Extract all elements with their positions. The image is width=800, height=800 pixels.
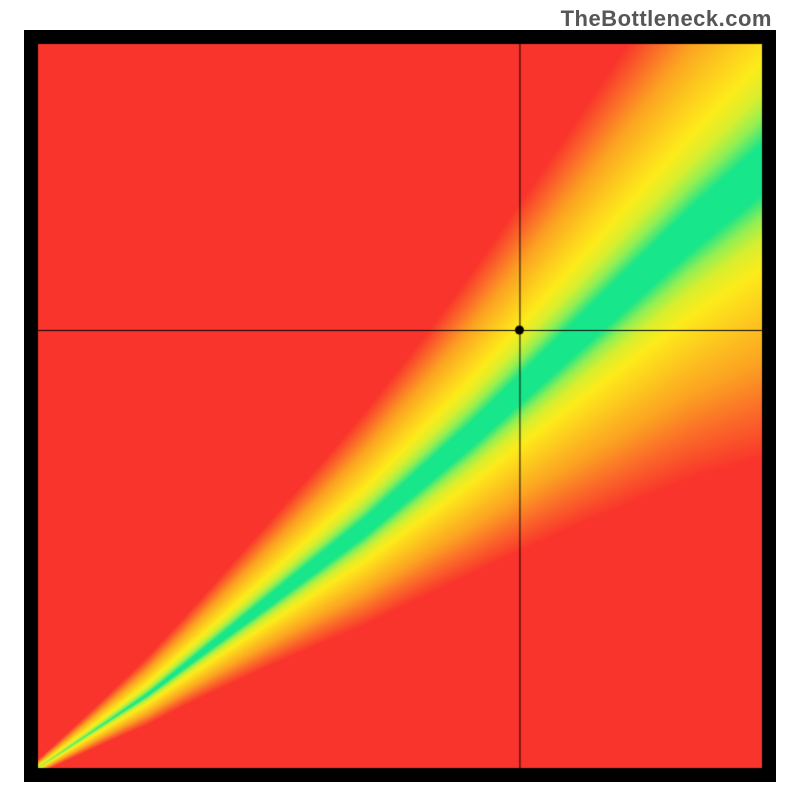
plot-frame: [24, 30, 776, 782]
heatmap-canvas: [24, 30, 776, 782]
watermark-text: TheBottleneck.com: [561, 6, 772, 32]
